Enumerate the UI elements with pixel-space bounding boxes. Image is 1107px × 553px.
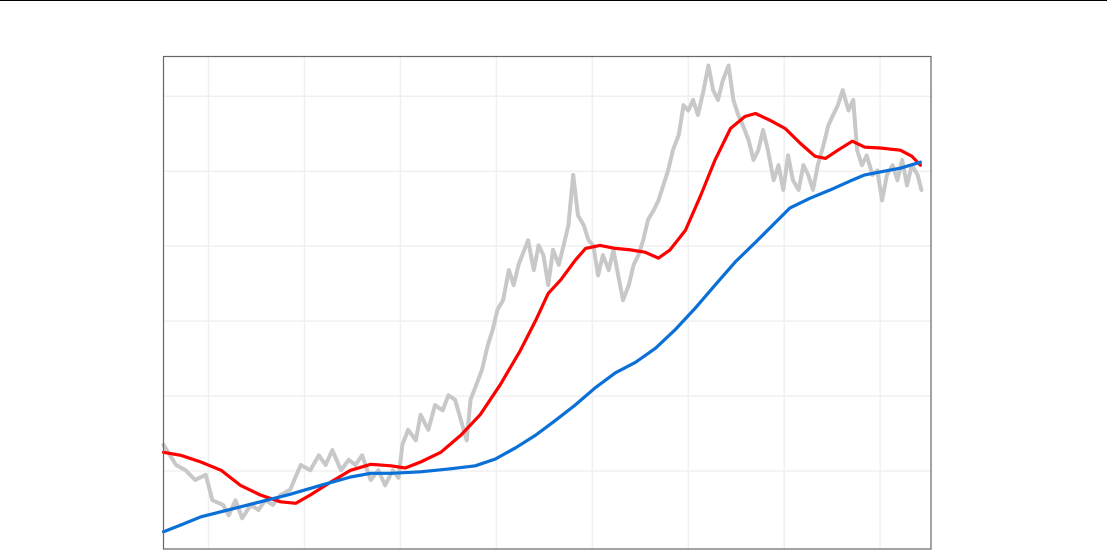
series-line-red xyxy=(161,111,922,505)
grid xyxy=(163,56,931,549)
series-line-gray xyxy=(161,63,924,521)
series-line-blue xyxy=(161,160,922,534)
series-lines xyxy=(161,63,924,534)
plot-frame xyxy=(162,55,932,550)
top-border-line xyxy=(0,0,1107,1)
